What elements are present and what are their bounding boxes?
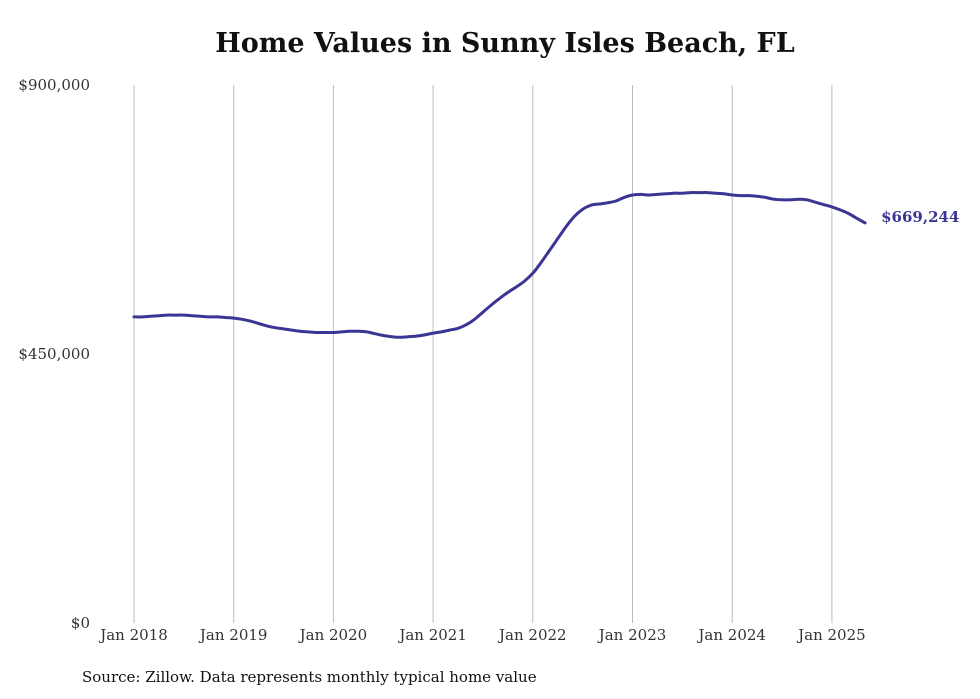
y-tick-label: $900,000 (18, 76, 90, 94)
x-tick-label: Jan 2024 (696, 626, 766, 644)
vertical-gridlines (133, 85, 833, 623)
series-line (132, 191, 867, 339)
y-tick-label: $0 (71, 614, 90, 632)
x-tick-label: Jan 2025 (796, 626, 866, 644)
x-axis-tick-labels: Jan 2018 Jan 2019 Jan 2020 Jan 2021 Jan 2022… (98, 626, 865, 644)
x-tick-label: Jan 2019 (198, 626, 268, 644)
chart-title: Home Values in Sunny Isles Beach, FL (215, 28, 795, 59)
x-tick-label: Jan 2022 (497, 626, 567, 644)
y-axis-tick-labels: $0 $450,000 $900,000 (18, 76, 90, 632)
x-tick-label: Jan 2020 (298, 626, 368, 644)
x-tick-label: Jan 2023 (597, 626, 667, 644)
source-note: Source: Zillow. Data represents monthly … (82, 668, 537, 686)
plot-area: $669,244 (132, 191, 959, 339)
end-value-label: $669,244 (881, 208, 959, 226)
y-tick-label: $450,000 (18, 345, 90, 363)
x-tick-label: Jan 2018 (98, 626, 168, 644)
x-tick-label: Jan 2021 (397, 626, 467, 644)
